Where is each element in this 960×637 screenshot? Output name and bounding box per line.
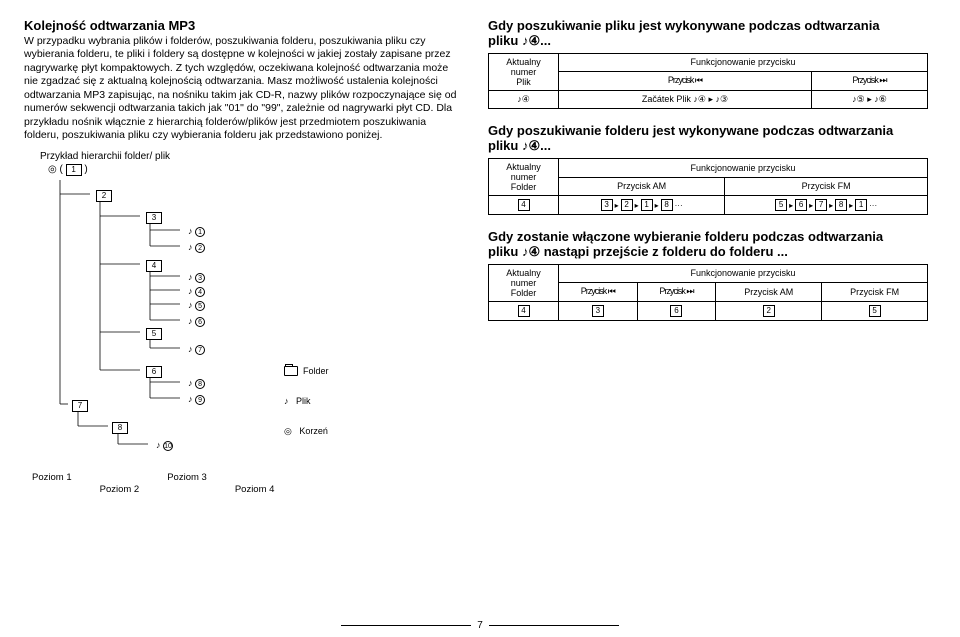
s3-table: Aktualny numerFolder Funkcjonowanie przy… [488, 264, 928, 321]
legend-folder: Folder [284, 366, 329, 377]
example-label: Przykład hierarchii folder/ plik [40, 151, 464, 162]
s1-title: Gdy poszukiwanie pliku jest wykonywane p… [488, 18, 928, 49]
file-4: ♪ 4 [188, 286, 205, 297]
section-folder-select: Gdy zostanie włączone wybieranie folderu… [488, 229, 928, 321]
body-text: W przypadku wybrania plików i folderów, … [24, 35, 464, 143]
legend-file: ♪ Plik [284, 396, 311, 406]
file-7: ♪ 7 [188, 344, 205, 355]
level-labels: Poziom 1 Poziom 2 Poziom 3 Poziom 4 [32, 472, 464, 495]
tree-lines [48, 164, 348, 464]
file-2: ♪ 2 [188, 242, 205, 253]
file-8: ♪ 8 [188, 378, 205, 389]
folder-5: 5 [146, 328, 162, 340]
folder-3: 3 [146, 212, 162, 224]
s2-table: Aktualny numerFolder Funkcjonowanie przy… [488, 158, 928, 215]
section-folder-search: Gdy poszukiwanie folderu jest wykonywane… [488, 123, 928, 215]
folder-6: 6 [146, 366, 162, 378]
file-3: ♪ 3 [188, 272, 205, 283]
file-10: ♪ 10 [156, 440, 173, 451]
folder-2: 2 [96, 190, 112, 202]
section-file-search: Gdy poszukiwanie pliku jest wykonywane p… [488, 18, 928, 109]
s1-table: Aktualny numerPlik Funkcjonowanie przyci… [488, 53, 928, 109]
folder-8: 8 [112, 422, 128, 434]
folder-tree: ◎ ( 1 ) [54, 168, 464, 468]
s2-title: Gdy poszukiwanie folderu jest wykonywane… [488, 123, 928, 154]
legend-root: ◎ Korzeń [284, 426, 328, 437]
file-9: ♪ 9 [188, 394, 205, 405]
page-footer: 7 [0, 620, 960, 631]
folder-7: 7 [72, 400, 88, 412]
section-title: Kolejność odtwarzania MP3 [24, 18, 464, 33]
file-1: ♪ 1 [188, 226, 205, 237]
folder-4: 4 [146, 260, 162, 272]
file-6: ♪ 6 [188, 316, 205, 327]
s3-title: Gdy zostanie włączone wybieranie folderu… [488, 229, 928, 260]
file-5: ♪ 5 [188, 300, 205, 311]
